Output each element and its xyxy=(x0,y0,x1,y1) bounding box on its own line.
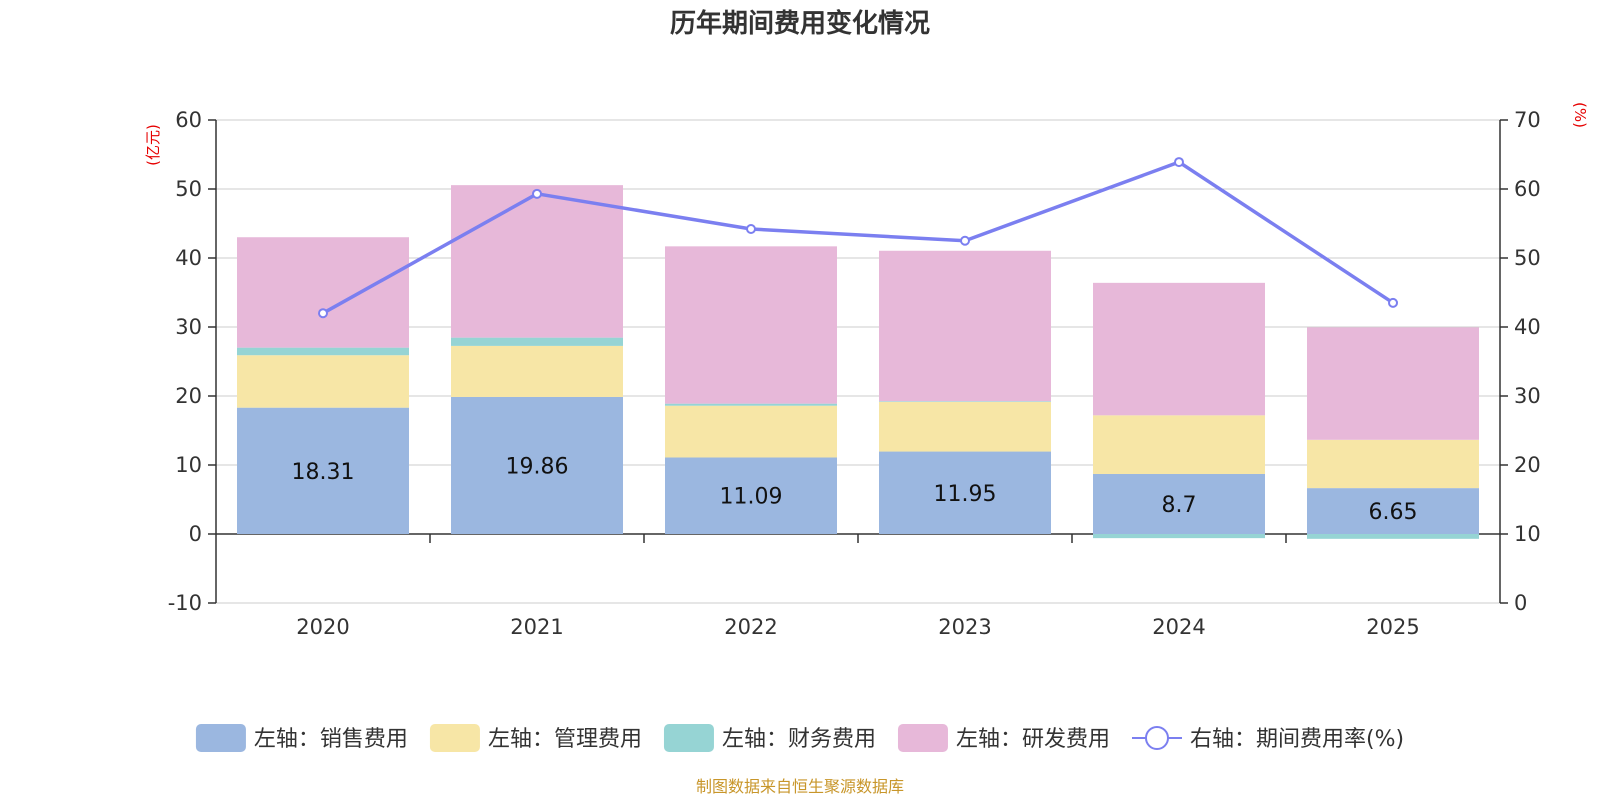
left-tick-label: 50 xyxy=(175,177,202,201)
legend-marker xyxy=(1144,726,1169,750)
rate-point xyxy=(532,188,542,199)
rate-line-path xyxy=(322,160,1394,315)
data-label: 18.31 xyxy=(292,460,355,485)
data-label: 8.7 xyxy=(1162,493,1197,518)
right-tick-label: 60 xyxy=(1514,177,1541,201)
bar-segment xyxy=(1307,534,1479,539)
rate-point xyxy=(960,235,970,246)
x-tick-label: 2025 xyxy=(1366,615,1419,639)
legend-swatch xyxy=(429,724,480,752)
right-tick-label: 40 xyxy=(1514,315,1541,339)
bar-segment xyxy=(237,237,409,348)
data-label: 6.65 xyxy=(1369,500,1418,525)
rate-point xyxy=(318,308,328,319)
bar-segment xyxy=(879,250,1051,402)
bar-segment xyxy=(451,185,623,338)
rate-point xyxy=(746,224,756,235)
left-tick-label: 0 xyxy=(189,522,202,546)
bars: 18.31 19.86 11.09 11.95 8.7 6.65 xyxy=(237,185,1479,539)
bar-segment xyxy=(1307,327,1479,440)
bar-segment xyxy=(237,355,409,408)
legend-swatch xyxy=(195,724,246,752)
rate-point xyxy=(1174,157,1184,168)
bar-segment xyxy=(451,337,623,346)
legend-swatch xyxy=(897,724,948,752)
bar-segment xyxy=(665,405,837,458)
data-label: 11.09 xyxy=(720,485,783,510)
bar-segment xyxy=(1093,282,1265,416)
legend-label: 左轴：研发费用 xyxy=(956,727,1110,752)
rate-point xyxy=(1388,297,1398,308)
left-tick-label: 40 xyxy=(175,246,202,270)
legend-label: 左轴：财务费用 xyxy=(722,727,876,752)
right-tick-label: 30 xyxy=(1514,384,1541,408)
bar-segment xyxy=(879,401,1051,452)
legend-label: 左轴：管理费用 xyxy=(488,727,642,752)
bar-segment xyxy=(665,246,837,404)
legend: 左轴：销售费用 左轴：管理费用 左轴：财务费用 左轴：研发费用 右轴：期间费用率(%) xyxy=(195,724,1404,752)
rate-line xyxy=(318,157,1398,319)
bar-segment xyxy=(879,401,1051,402)
right-tick-label: 50 xyxy=(1514,246,1541,270)
x-tick-label: 2024 xyxy=(1152,615,1205,639)
right-tick-label: 20 xyxy=(1514,453,1541,477)
data-label: 11.95 xyxy=(934,482,997,507)
bar-segment xyxy=(879,451,1051,534)
chart-title: 历年期间费用变化情况 xyxy=(670,8,930,39)
x-tick-label: 2023 xyxy=(938,615,991,639)
data-label: 19.86 xyxy=(506,454,569,479)
bar-segment xyxy=(1307,488,1479,534)
left-tick-label: 20 xyxy=(175,384,202,408)
bar-segment xyxy=(237,347,409,356)
bar-segment xyxy=(237,407,409,534)
right-tick-label: 10 xyxy=(1514,522,1541,546)
bar-segment xyxy=(665,403,837,406)
left-tick-label: 60 xyxy=(175,108,202,132)
bar-segment xyxy=(1093,473,1265,534)
x-tick-label: 2021 xyxy=(510,615,563,639)
left-tick-label: 30 xyxy=(175,315,202,339)
legend-label: 右轴：期间费用率(%) xyxy=(1190,727,1404,752)
legend-swatch xyxy=(663,724,714,752)
right-axis-unit: (%) xyxy=(1571,102,1589,128)
left-tick-label: 10 xyxy=(175,453,202,477)
x-tick-label: 2022 xyxy=(724,615,777,639)
right-tick-label: 70 xyxy=(1514,108,1541,132)
legend-label: 左轴：销售费用 xyxy=(254,727,408,752)
axes: 60 50 40 30 20 10 0 -10 70 60 50 40 30 20 10 0 2020 2021 2… xyxy=(144,102,1589,639)
bar-segment xyxy=(1093,415,1265,474)
bar-segment xyxy=(451,345,623,397)
bar-segment xyxy=(1093,534,1265,539)
bar-segment xyxy=(451,396,623,534)
bar-segment xyxy=(1307,439,1479,489)
right-tick-label: 0 xyxy=(1514,591,1527,615)
left-tick-label: -10 xyxy=(168,591,202,615)
left-axis-unit: (亿元) xyxy=(144,124,162,166)
source-note: 制图数据来自恒生聚源数据库 xyxy=(696,777,904,796)
x-tick-label: 2020 xyxy=(296,615,349,639)
bar-segment xyxy=(665,457,837,534)
